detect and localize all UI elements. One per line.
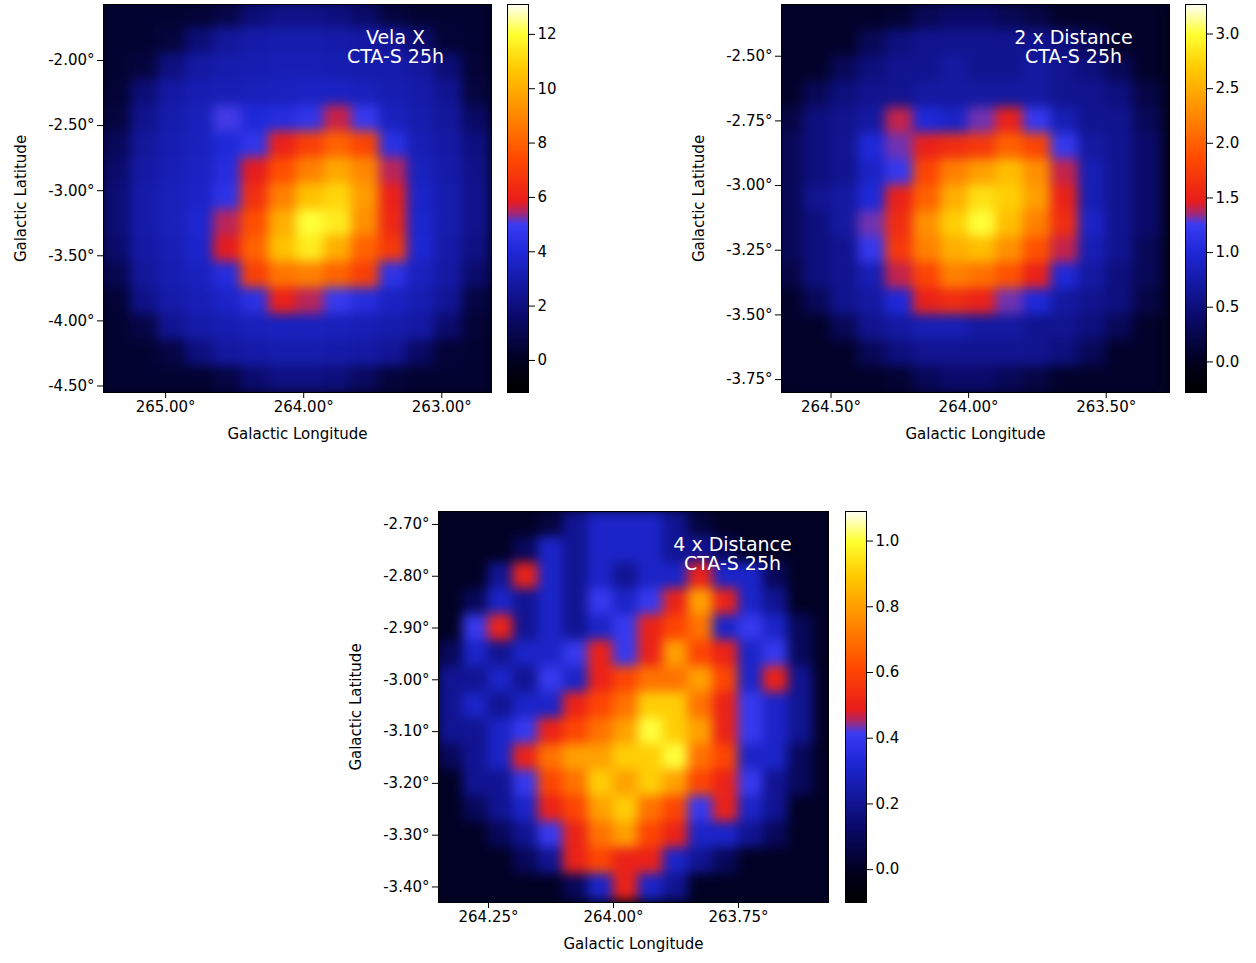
- svg-text:-3.50°: -3.50°: [726, 306, 772, 324]
- svg-text:-3.10°: -3.10°: [383, 722, 429, 740]
- svg-text:-2.50°: -2.50°: [48, 116, 94, 134]
- svg-text:8: 8: [538, 134, 548, 152]
- svg-text:0.5: 0.5: [1216, 298, 1240, 316]
- svg-text:263.00°: 263.00°: [412, 398, 472, 416]
- svg-text:1.0: 1.0: [1216, 243, 1240, 261]
- svg-text:4: 4: [538, 243, 548, 261]
- svg-text:0.8: 0.8: [876, 598, 900, 616]
- svg-text:4 x DistanceCTA-S 25h: 4 x DistanceCTA-S 25h: [673, 533, 792, 574]
- svg-text:-2.80°: -2.80°: [383, 567, 429, 585]
- svg-text:-2.75°: -2.75°: [726, 112, 772, 130]
- svg-text:-2.50°: -2.50°: [726, 47, 772, 65]
- svg-text:Galactic Latitude: Galactic Latitude: [690, 135, 708, 262]
- svg-text:6: 6: [538, 188, 548, 206]
- svg-text:264.25°: 264.25°: [459, 908, 519, 926]
- svg-text:3.0: 3.0: [1216, 25, 1240, 43]
- svg-text:Galactic Longitude: Galactic Longitude: [563, 935, 703, 953]
- svg-text:-4.00°: -4.00°: [48, 312, 94, 330]
- svg-text:-2.90°: -2.90°: [383, 619, 429, 637]
- svg-text:-3.00°: -3.00°: [383, 671, 429, 689]
- svg-text:2: 2: [538, 297, 548, 315]
- svg-text:0: 0: [538, 351, 548, 369]
- svg-text:0.0: 0.0: [1216, 353, 1240, 371]
- svg-text:0.4: 0.4: [876, 729, 900, 747]
- svg-text:Galactic Latitude: Galactic Latitude: [12, 135, 30, 262]
- svg-text:-3.00°: -3.00°: [48, 181, 94, 199]
- svg-text:0.6: 0.6: [876, 663, 900, 681]
- svg-text:-2.70°: -2.70°: [383, 515, 429, 533]
- svg-text:1.5: 1.5: [1216, 189, 1240, 207]
- svg-text:Galactic Longitude: Galactic Longitude: [227, 425, 367, 443]
- svg-text:Vela XCTA-S 25h: Vela XCTA-S 25h: [347, 26, 444, 67]
- svg-text:-3.30°: -3.30°: [383, 826, 429, 844]
- svg-text:2.5: 2.5: [1216, 79, 1240, 97]
- svg-text:12: 12: [538, 25, 557, 43]
- svg-text:0.2: 0.2: [876, 795, 900, 813]
- svg-text:-4.50°: -4.50°: [48, 377, 94, 395]
- svg-text:Galactic Latitude: Galactic Latitude: [347, 643, 365, 770]
- svg-text:-3.25°: -3.25°: [726, 241, 772, 259]
- svg-text:264.50°: 264.50°: [801, 398, 861, 416]
- svg-text:264.00°: 264.00°: [939, 398, 999, 416]
- svg-text:263.75°: 263.75°: [709, 908, 769, 926]
- svg-text:-3.20°: -3.20°: [383, 774, 429, 792]
- svg-text:265.00°: 265.00°: [136, 398, 196, 416]
- svg-text:10: 10: [538, 80, 557, 98]
- svg-text:-3.75°: -3.75°: [726, 370, 772, 388]
- svg-text:-3.00°: -3.00°: [726, 176, 772, 194]
- svg-text:-3.40°: -3.40°: [383, 878, 429, 896]
- svg-text:-2.00°: -2.00°: [48, 51, 94, 69]
- svg-text:2.0: 2.0: [1216, 134, 1240, 152]
- svg-text:0.0: 0.0: [876, 860, 900, 878]
- svg-text:264.00°: 264.00°: [584, 908, 644, 926]
- svg-text:263.50°: 263.50°: [1076, 398, 1136, 416]
- svg-text:-3.50°: -3.50°: [48, 247, 94, 265]
- svg-text:2 x DistanceCTA-S 25h: 2 x DistanceCTA-S 25h: [1014, 26, 1133, 67]
- svg-text:Galactic Longitude: Galactic Longitude: [905, 425, 1045, 443]
- svg-text:264.00°: 264.00°: [274, 398, 334, 416]
- svg-text:1.0: 1.0: [876, 532, 900, 550]
